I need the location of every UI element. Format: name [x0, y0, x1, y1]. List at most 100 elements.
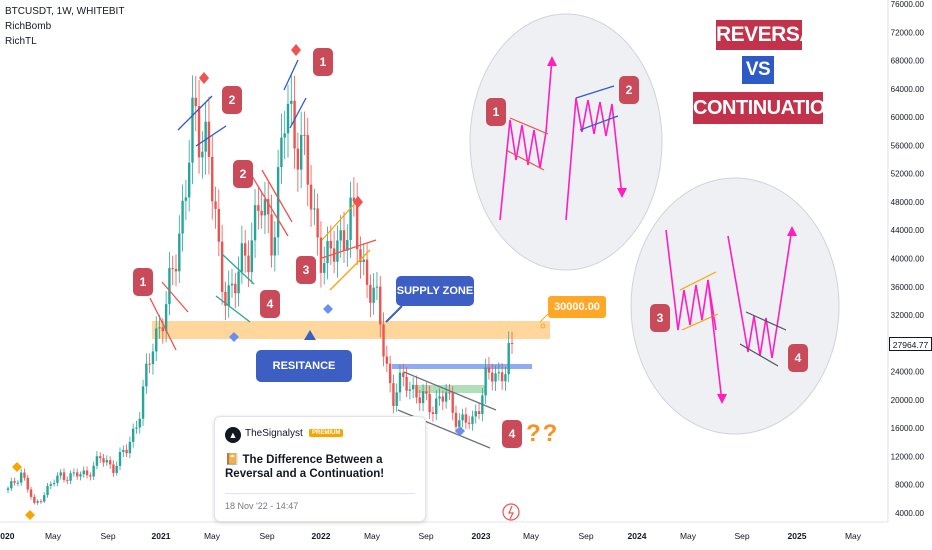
candle-body [441, 396, 445, 402]
candle-body [171, 268, 174, 270]
candle-body [115, 465, 118, 473]
pattern-sketch-2 [665, 226, 797, 404]
candle-body [128, 441, 132, 454]
candle-body [283, 133, 286, 138]
candle-body [122, 449, 125, 452]
author-name[interactable]: TheSignalyst [245, 428, 303, 439]
candle-body [474, 411, 477, 417]
candle-body [332, 248, 336, 262]
candle-body [507, 343, 510, 375]
candle-body [349, 197, 352, 241]
candle-body [425, 391, 428, 394]
candle-body [313, 208, 316, 210]
candle-body [395, 392, 398, 406]
indicator-richtl[interactable]: RichTL [5, 36, 37, 47]
time-tick-label: May [204, 531, 221, 541]
diamond-marker [291, 44, 301, 56]
candle-body [10, 481, 13, 489]
candle-body [369, 284, 372, 303]
candle-body [187, 162, 191, 198]
candle-body [135, 427, 138, 429]
pattern-number-badge: 1 [133, 268, 153, 296]
candle-body [201, 151, 204, 158]
price-tick-label: 56000.00 [891, 141, 925, 150]
candle-body [260, 210, 263, 216]
current-price-label: 27964.77 [889, 337, 932, 351]
candles [6, 74, 514, 506]
candle-body [444, 392, 448, 402]
indicator-richbomb[interactable]: RichBomb [5, 21, 52, 32]
candle-body [402, 372, 405, 377]
premium-badge: PREMIUM [309, 429, 344, 437]
candle-body [43, 495, 46, 502]
candle-body [408, 389, 412, 391]
candle-body [273, 237, 277, 256]
candle-body [451, 392, 454, 413]
candle-body [388, 363, 392, 384]
candle-body [26, 477, 29, 490]
resistance-callout-pointer [304, 330, 316, 340]
price-tick-label: 8000.00 [895, 481, 924, 490]
resistance-zone [152, 321, 550, 339]
price-tick-label: 44000.00 [891, 226, 925, 235]
candle-body [161, 327, 165, 332]
pattern-number-badge: 2 [222, 86, 242, 114]
pattern-number-badge: 4 [502, 420, 522, 448]
candle-body [411, 384, 415, 390]
candle-body [491, 372, 494, 382]
idea-title[interactable]: 📔 The Difference Between a Reversal and … [225, 453, 421, 481]
candle-body [267, 199, 270, 215]
candle-body [405, 376, 408, 391]
candle-body [174, 268, 178, 272]
diamond-marker [25, 510, 35, 520]
candle-body [155, 328, 158, 352]
candle-body [85, 470, 89, 476]
candle-body [46, 485, 49, 496]
candle-body [158, 327, 161, 329]
candle-body [355, 201, 359, 250]
candle-body [243, 243, 247, 256]
candle-body [234, 283, 237, 294]
candle-body [36, 501, 39, 503]
author-logo-icon: ▲ [225, 427, 241, 443]
candle-body [323, 263, 326, 273]
question-marks: ?? [526, 420, 560, 447]
candle-body [237, 271, 240, 294]
price-tick-label: 48000.00 [891, 198, 925, 207]
candle-body [471, 416, 474, 424]
time-tick-label: Sep [734, 531, 749, 541]
supply-zone-callout: SUPPLY ZONE [396, 276, 474, 306]
candle-body [69, 473, 72, 481]
lightning-icon[interactable] [502, 503, 520, 521]
candle-body [299, 134, 303, 170]
candle-body [319, 237, 323, 273]
candle-body [418, 397, 421, 404]
candle-body [293, 100, 296, 149]
candle-body [306, 135, 309, 185]
candle-body [365, 259, 369, 285]
price-axis: 76000.00 72000.00 68000.00 64000.00 60000.00… [891, 0, 925, 518]
idea-card[interactable]: ▲ TheSignalyst PREMIUM 📔 The Difference … [214, 416, 426, 522]
candle-body [477, 411, 481, 415]
idea-title-text: The Difference Between a Reversal and a … [225, 454, 385, 480]
candle-body [204, 121, 207, 152]
candle-body [214, 201, 217, 209]
candle-body [458, 420, 461, 427]
time-tick-label: 2023 [472, 531, 491, 541]
candle-body [263, 199, 267, 216]
price-tick-label: 60000.00 [891, 113, 925, 122]
price-line-tag[interactable]: 30000.00 [548, 296, 606, 318]
candle-body [303, 134, 306, 136]
banner-continuation: CONTINUATION [693, 92, 839, 124]
candle-body [329, 240, 333, 249]
candle-body [276, 167, 280, 238]
candle-body [125, 449, 128, 454]
candle-body [89, 475, 92, 477]
candle-body [79, 474, 82, 477]
candle-body [16, 482, 20, 484]
candle-body [398, 372, 402, 393]
candle-body [181, 200, 184, 234]
diamond-marker [353, 196, 363, 208]
candle-body [230, 283, 234, 286]
